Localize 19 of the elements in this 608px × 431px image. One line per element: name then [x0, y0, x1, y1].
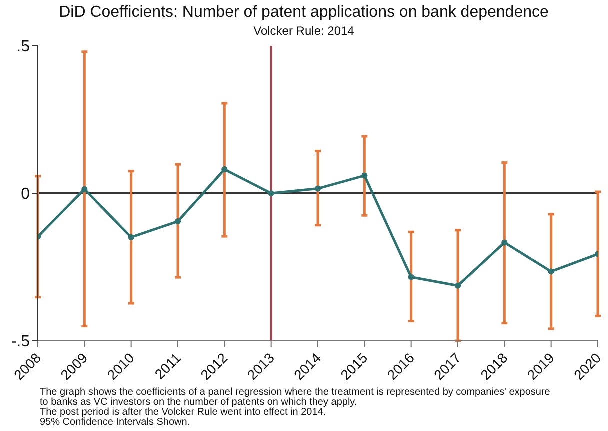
point	[548, 268, 554, 275]
y-tick-label: 0	[21, 186, 30, 204]
text: The graph shows the coefficients of a panel regression where the treatment is represented by companies' exposure to banks as VC investors on the number of patents on which they apply.	[40, 387, 552, 408]
y-tick-label: .5	[16, 38, 30, 56]
chart-title: DiD Coefficients: Number of patent applications on bank dependence	[58, 3, 550, 23]
point	[82, 186, 88, 192]
point	[362, 172, 368, 179]
point	[268, 190, 274, 197]
chart-subtitle: Volcker Rule: 2014	[252, 24, 356, 38]
point	[314, 186, 322, 192]
text: 95% Confidence Intervals Shown.	[40, 417, 192, 428]
y-tick-label: -.5	[11, 334, 30, 351]
point	[222, 166, 228, 173]
point	[454, 282, 462, 289]
point	[502, 240, 508, 246]
text: The post period is after the Volcker Rule went into effect in 2014.	[40, 407, 326, 418]
point	[174, 218, 182, 225]
point	[128, 234, 134, 241]
point	[408, 274, 414, 280]
